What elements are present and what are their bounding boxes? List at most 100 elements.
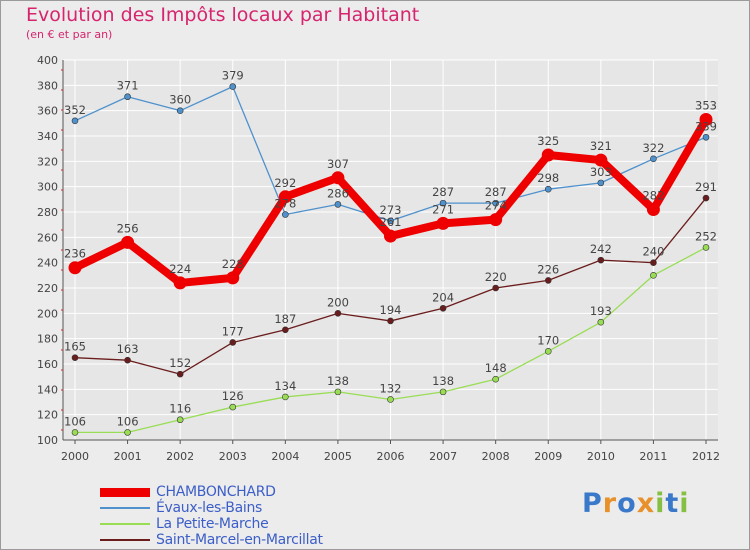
data-point-chambonchard bbox=[384, 229, 397, 243]
x-tick-label: 2009 bbox=[534, 450, 562, 463]
data-label-saint-marcel-en-marcillat: 240 bbox=[642, 245, 664, 259]
data-point-saint-marcel-en-marcillat bbox=[387, 317, 394, 325]
data-point-evaux-les-bains bbox=[124, 93, 131, 101]
data-point-chambonchard bbox=[541, 148, 555, 162]
data-point-la-petite-marche bbox=[176, 416, 184, 424]
data-label-la-petite-marche: 126 bbox=[222, 389, 244, 403]
data-label-chambonchard: 224 bbox=[169, 262, 191, 276]
data-label-la-petite-marche: 116 bbox=[169, 402, 191, 416]
data-label-chambonchard: 271 bbox=[432, 202, 454, 216]
legend-item: Saint-Marcel-en-Marcillat bbox=[100, 532, 323, 548]
y-tick-label: 240 bbox=[37, 257, 58, 270]
data-point-evaux-les-bains bbox=[650, 155, 657, 163]
data-label-la-petite-marche: 252 bbox=[695, 229, 717, 243]
data-point-evaux-les-bains bbox=[387, 217, 394, 225]
data-label-saint-marcel-en-marcillat: 163 bbox=[117, 342, 139, 356]
legend-swatch bbox=[100, 539, 150, 541]
data-point-la-petite-marche bbox=[439, 388, 447, 396]
data-label-la-petite-marche: 193 bbox=[590, 304, 612, 318]
data-point-saint-marcel-en-marcillat bbox=[597, 256, 605, 264]
data-point-saint-marcel-en-marcillat bbox=[124, 356, 131, 364]
logo-letter: i bbox=[655, 488, 666, 519]
data-point-evaux-les-bains bbox=[597, 179, 605, 187]
legend-label: CHAMBONCHARD bbox=[156, 484, 276, 500]
data-point-evaux-les-bains bbox=[176, 107, 184, 114]
legend-swatch bbox=[100, 487, 150, 497]
data-label-chambonchard: 228 bbox=[222, 257, 244, 271]
data-point-chambonchard bbox=[226, 271, 240, 285]
data-label-evaux-les-bains: 303 bbox=[590, 165, 612, 179]
data-label-saint-marcel-en-marcillat: 291 bbox=[695, 180, 717, 194]
data-label-saint-marcel-en-marcillat: 200 bbox=[327, 295, 349, 309]
data-point-la-petite-marche bbox=[387, 396, 394, 403]
data-point-evaux-les-bains bbox=[702, 133, 710, 141]
data-point-saint-marcel-en-marcillat bbox=[650, 259, 657, 266]
data-label-evaux-les-bains: 298 bbox=[537, 171, 559, 185]
x-tick-label: 2012 bbox=[692, 450, 720, 463]
data-label-chambonchard: 292 bbox=[274, 176, 296, 190]
data-label-chambonchard: 325 bbox=[537, 134, 559, 148]
y-tick-label: 220 bbox=[37, 282, 58, 295]
legend-swatch bbox=[100, 507, 150, 509]
data-point-chambonchard bbox=[436, 216, 450, 230]
data-label-chambonchard: 274 bbox=[485, 199, 507, 213]
legend-item: La Petite-Marche bbox=[100, 516, 323, 532]
x-tick-label: 2004 bbox=[271, 450, 299, 463]
data-point-chambonchard bbox=[278, 190, 292, 204]
data-label-la-petite-marche: 138 bbox=[432, 374, 454, 388]
data-label-evaux-les-bains: 287 bbox=[432, 185, 454, 199]
data-point-la-petite-marche bbox=[544, 348, 552, 355]
logo-letter: t bbox=[665, 488, 680, 519]
data-point-saint-marcel-en-marcillat bbox=[71, 354, 79, 361]
data-point-evaux-les-bains bbox=[492, 199, 499, 207]
legend-label: Évaux-les-Bains bbox=[156, 500, 263, 516]
x-tick-label: 2008 bbox=[482, 450, 510, 463]
data-label-chambonchard: 236 bbox=[64, 247, 86, 261]
data-label-saint-marcel-en-marcillat: 177 bbox=[222, 324, 244, 338]
proxiti-logo: Proxiti bbox=[582, 488, 690, 519]
data-point-evaux-les-bains bbox=[282, 211, 289, 218]
data-point-chambonchard bbox=[489, 213, 503, 227]
y-tick-label: 380 bbox=[37, 79, 58, 92]
logo-letter: P bbox=[582, 488, 603, 519]
logo-letter: x bbox=[636, 488, 656, 519]
data-point-chambonchard bbox=[121, 235, 135, 249]
y-tick-label: 340 bbox=[37, 130, 58, 143]
data-label-la-petite-marche: 170 bbox=[537, 333, 559, 347]
chart-subtitle: (en € et par an) bbox=[26, 28, 113, 41]
y-tick-label: 120 bbox=[37, 409, 58, 422]
data-point-la-petite-marche bbox=[702, 244, 710, 251]
data-label-evaux-les-bains: 287 bbox=[485, 185, 507, 199]
data-point-evaux-les-bains bbox=[229, 83, 237, 90]
data-point-chambonchard bbox=[173, 276, 187, 290]
data-point-saint-marcel-en-marcillat bbox=[282, 326, 289, 334]
y-tick-label: 320 bbox=[37, 155, 58, 168]
x-tick-label: 2011 bbox=[639, 450, 667, 463]
data-point-chambonchard bbox=[68, 261, 82, 275]
logo-letter: i bbox=[679, 488, 690, 519]
x-tick-label: 2003 bbox=[219, 450, 247, 463]
data-label-la-petite-marche: 138 bbox=[327, 374, 349, 388]
data-point-saint-marcel-en-marcillat bbox=[439, 304, 447, 312]
x-tick-label: 2005 bbox=[324, 450, 352, 463]
data-label-evaux-les-bains: 371 bbox=[117, 79, 139, 93]
data-point-la-petite-marche bbox=[334, 388, 342, 396]
y-tick-label: 140 bbox=[37, 383, 58, 396]
y-tick-label: 180 bbox=[37, 333, 58, 346]
legend-item: Évaux-les-Bains bbox=[100, 500, 323, 516]
data-point-saint-marcel-en-marcillat bbox=[544, 277, 552, 284]
x-tick-label: 2002 bbox=[166, 450, 194, 463]
data-point-chambonchard bbox=[699, 113, 713, 127]
data-point-saint-marcel-en-marcillat bbox=[229, 339, 237, 346]
data-label-evaux-les-bains: 278 bbox=[274, 197, 296, 211]
logo-letter: o bbox=[617, 488, 637, 519]
data-label-saint-marcel-en-marcillat: 204 bbox=[432, 290, 454, 304]
data-point-evaux-les-bains bbox=[544, 185, 552, 193]
data-label-saint-marcel-en-marcillat: 194 bbox=[380, 303, 402, 317]
data-point-la-petite-marche bbox=[229, 403, 237, 411]
data-label-saint-marcel-en-marcillat: 242 bbox=[590, 242, 612, 256]
x-tick-label: 2006 bbox=[377, 450, 405, 463]
x-tick-label: 2007 bbox=[429, 450, 457, 463]
y-tick-label: 200 bbox=[37, 307, 58, 320]
